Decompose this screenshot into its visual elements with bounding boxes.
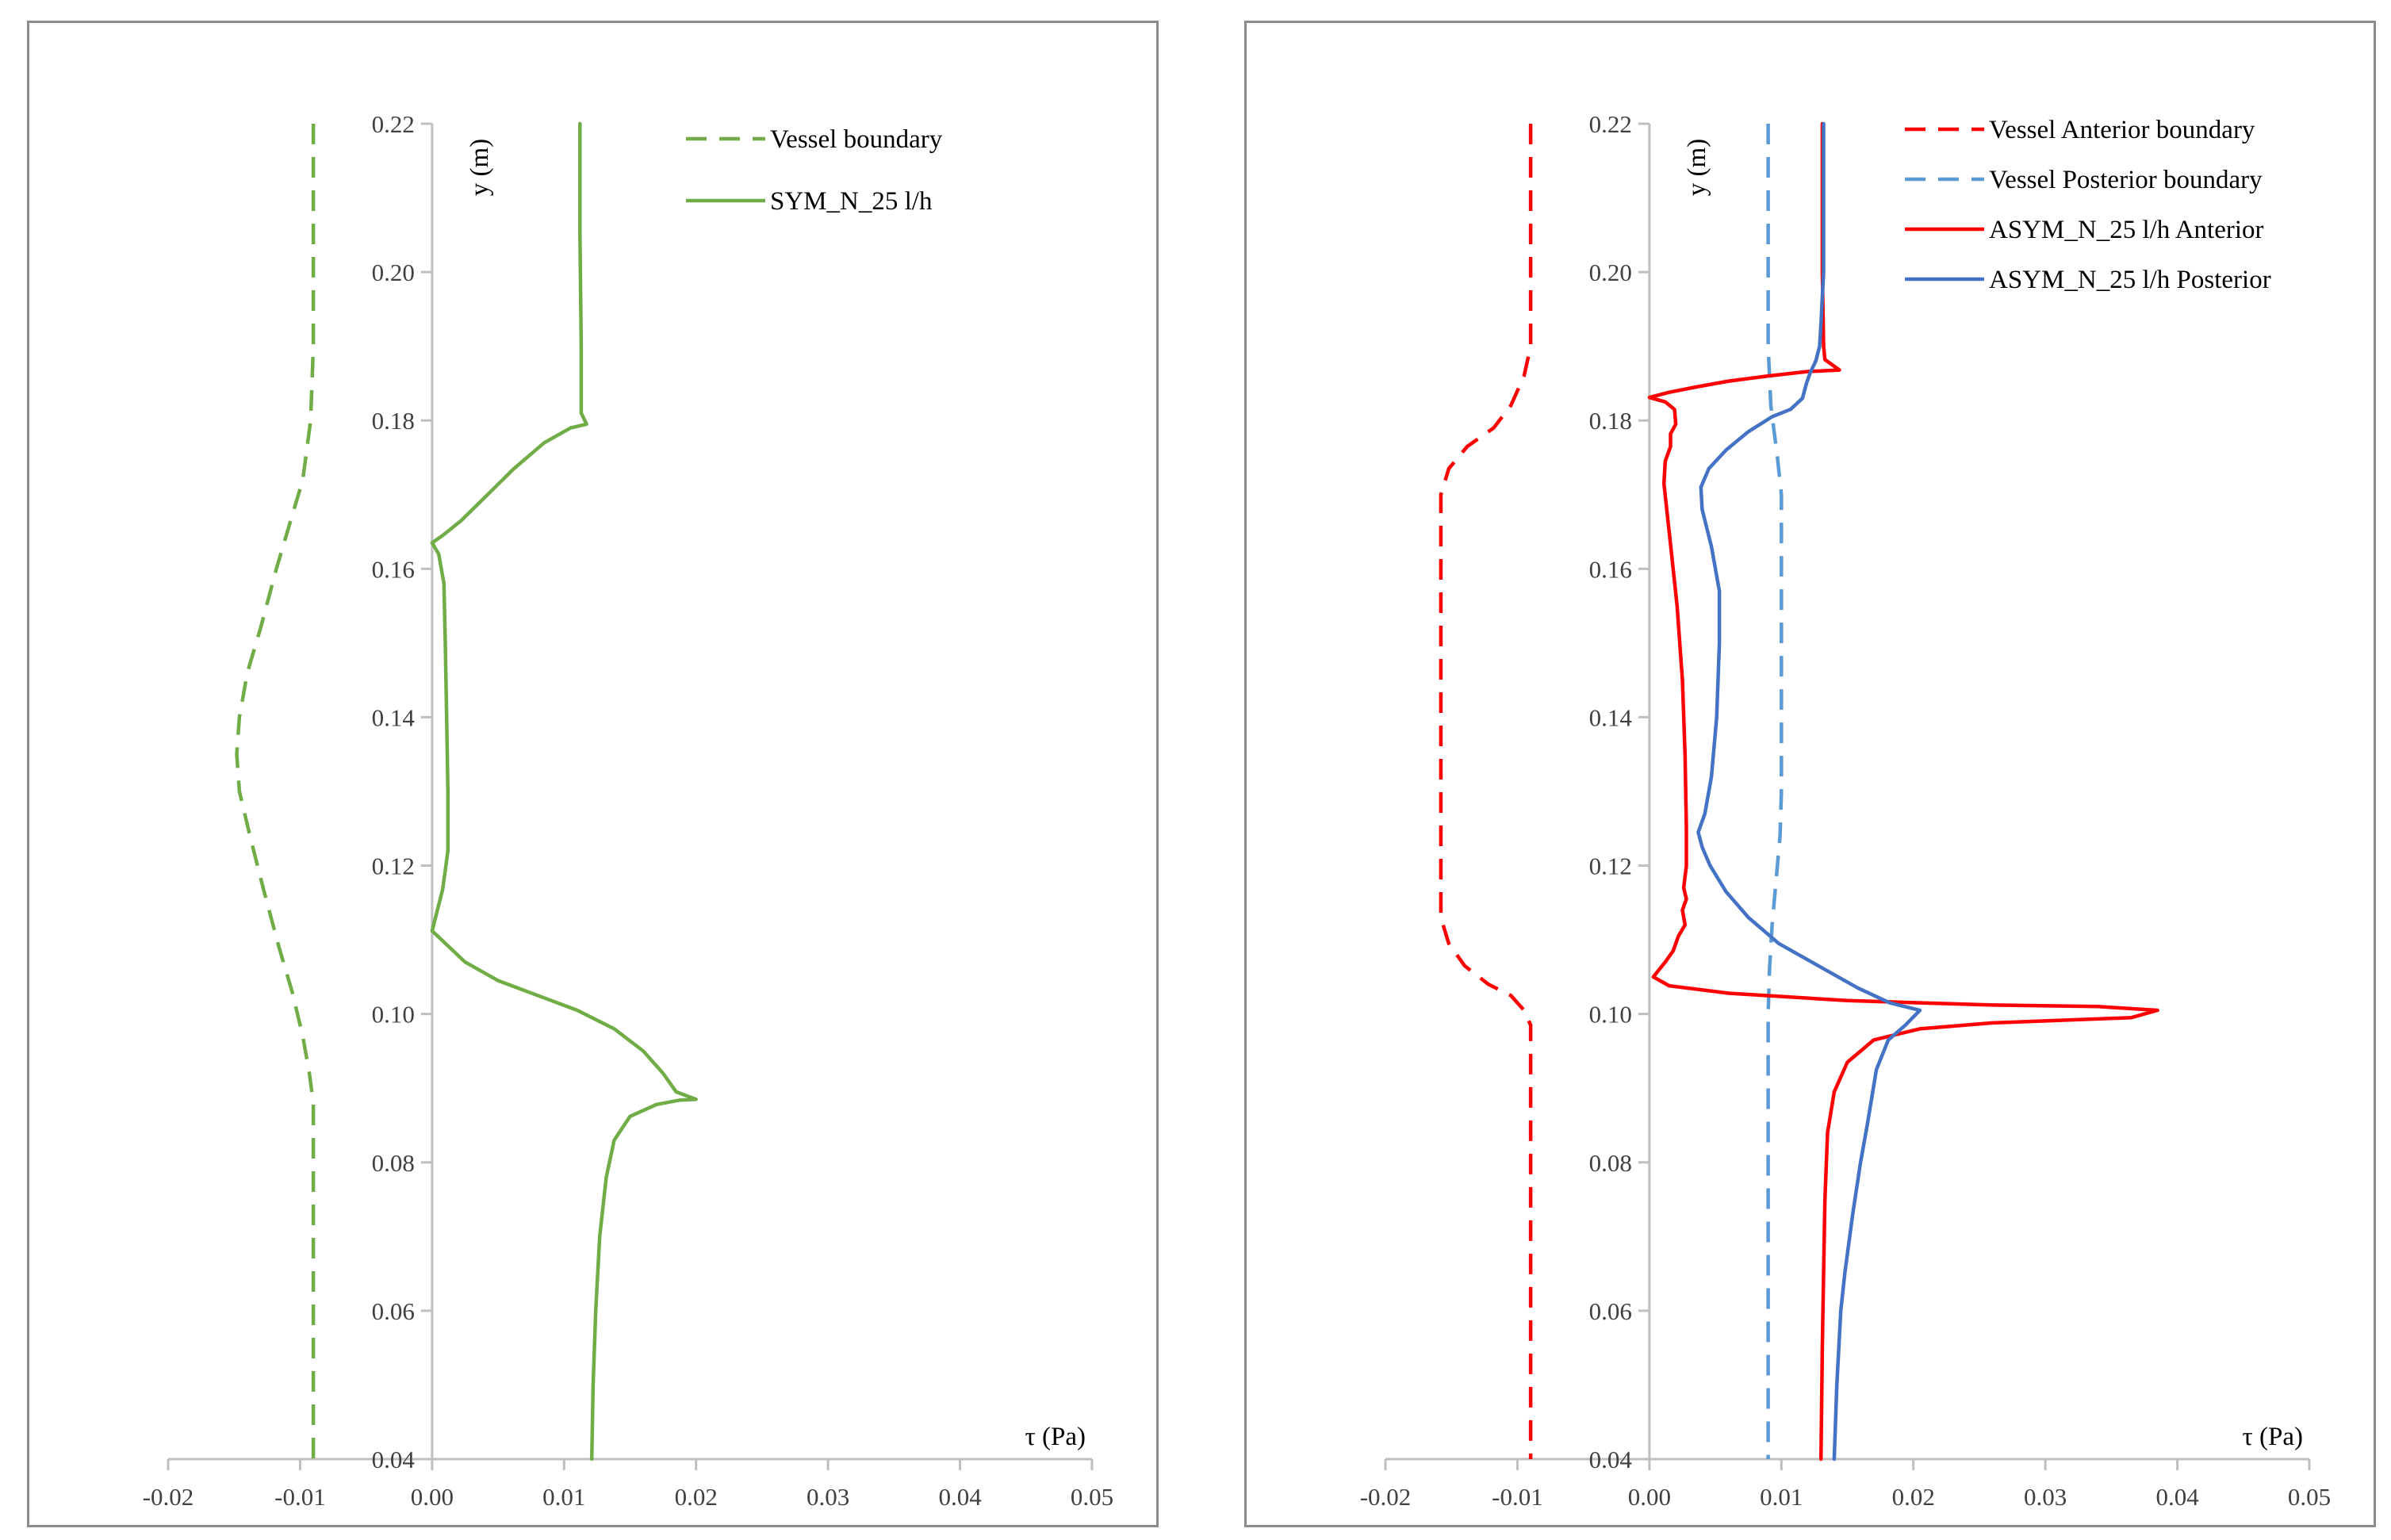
left-chart: -0.02 -0.01 0.00 0.01 0.02 0.03 0.04 0.05 0.04 0.… <box>143 110 1113 1511</box>
y-tick-label: 0.04 <box>1589 1446 1633 1473</box>
series-line-1 <box>1439 124 1533 1459</box>
x-tick-label: 0.04 <box>938 1483 982 1511</box>
y-tick-label: 0.14 <box>1589 703 1633 731</box>
y-tick-label: 0.16 <box>1589 555 1632 583</box>
series-line-1 <box>235 124 316 1459</box>
y-tick-label: 0.10 <box>372 1001 415 1029</box>
legend-label: SYM_N_25 l/h <box>770 187 933 216</box>
chart-panel-left: -0.02 -0.01 0.00 0.01 0.02 0.03 0.04 0.05 0.04 0.… <box>27 21 1159 1527</box>
x-tick-label: 0.03 <box>807 1483 849 1511</box>
series-line-2 <box>1766 124 1784 1459</box>
y-tick-label: 0.18 <box>1589 407 1632 435</box>
x-tick-label: 0.01 <box>542 1483 585 1511</box>
legend-label: ASYM_N_25 l/h Anterior <box>1989 216 2264 244</box>
y-tick-label: 0.08 <box>372 1149 415 1177</box>
y-axis-title: y (m) <box>1683 139 1711 196</box>
y-tick-label: 0.16 <box>372 555 415 583</box>
x-tick-label: 0.02 <box>1892 1483 1935 1511</box>
y-tick-label: 0.10 <box>1589 1001 1632 1029</box>
x-axis-title: τ (Pa) <box>1025 1423 1086 1451</box>
y-tick-label: 0.12 <box>1589 852 1632 880</box>
y-tick-label: 0.06 <box>372 1297 415 1325</box>
legend-label: ASYM_N_25 l/h Posterior <box>1989 266 2271 294</box>
y-tick-label: 0.20 <box>372 259 415 286</box>
x-tick-label: 0.00 <box>411 1483 454 1511</box>
x-tick-label: 0.00 <box>1628 1483 1671 1511</box>
series-line-4 <box>1696 121 1922 1461</box>
x-tick-label: 0.05 <box>2288 1483 2331 1511</box>
y-tick-label: 0.06 <box>1589 1297 1632 1325</box>
y-tick-label: 0.22 <box>1589 110 1632 138</box>
chart-panel-right: -0.02 -0.01 0.00 0.01 0.02 0.03 0.04 0.05 0.04 0.… <box>1244 21 2376 1527</box>
series-line-3 <box>1647 121 2159 1461</box>
x-axis-title: τ (Pa) <box>2243 1423 2304 1451</box>
y-tick-label: 0.08 <box>1589 1149 1632 1177</box>
series-line-2 <box>430 121 698 1461</box>
x-tick-label: 0.05 <box>1071 1483 1113 1511</box>
x-tick-label: -0.02 <box>143 1483 194 1511</box>
legend-label: Vessel Posterior boundary <box>1989 166 2263 194</box>
legend-label: Vessel boundary <box>770 125 943 154</box>
y-tick-label: 0.04 <box>372 1446 416 1473</box>
legend-label: Vessel Anterior boundary <box>1989 116 2255 144</box>
y-tick-label: 0.12 <box>372 852 415 880</box>
x-tick-label: 0.01 <box>1760 1483 1803 1511</box>
y-tick-label: 0.20 <box>1589 259 1632 286</box>
x-tick-label: 0.03 <box>2024 1483 2067 1511</box>
y-tick-label: 0.22 <box>372 110 415 138</box>
x-tick-label: -0.02 <box>1360 1483 1412 1511</box>
x-tick-label: 0.04 <box>2155 1483 2199 1511</box>
x-tick-label: -0.01 <box>274 1483 326 1511</box>
x-tick-label: 0.02 <box>675 1483 718 1511</box>
right-chart: -0.02 -0.01 0.00 0.01 0.02 0.03 0.04 0.05 0.04 0.… <box>1360 110 2331 1511</box>
y-tick-label: 0.18 <box>372 407 415 435</box>
x-tick-label: -0.01 <box>1492 1483 1543 1511</box>
y-axis-title: y (m) <box>466 139 494 196</box>
y-tick-label: 0.14 <box>372 703 416 731</box>
